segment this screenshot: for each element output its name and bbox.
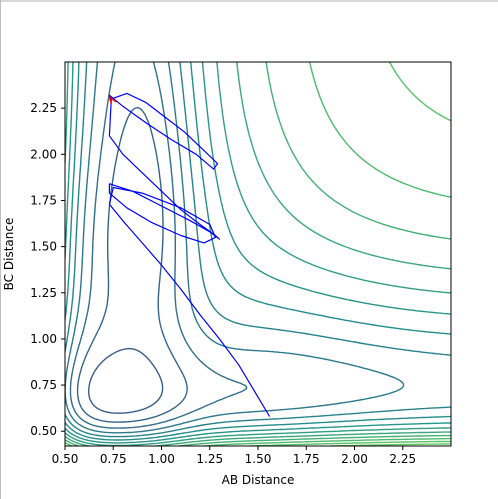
trajectory-end-arrow (108, 95, 117, 105)
y-tick-label: 2.25 (30, 101, 57, 115)
x-axis-label: AB Distance (222, 473, 295, 487)
contour-level (65, 62, 451, 446)
trajectory-line (108, 92, 271, 417)
y-axis-ticks: 0.50 0.75 1.00 1.25 1.50 1.75 2.00 2.25 (30, 101, 65, 438)
y-axis-label: BC Distance (2, 218, 16, 291)
y-tick-label: 0.50 (30, 424, 57, 438)
y-tick-label: 1.25 (30, 286, 57, 300)
trajectory (108, 92, 271, 417)
x-tick-label: 1.75 (293, 452, 320, 466)
contour-level (65, 62, 405, 434)
y-tick-label: 1.50 (30, 240, 57, 254)
contour-level (65, 62, 451, 438)
contour-lines (65, 62, 451, 446)
x-tick-label: 0.75 (100, 452, 127, 466)
contour-level (76, 106, 188, 423)
x-tick-label: 0.50 (52, 452, 79, 466)
window-left-edge (0, 0, 1, 499)
contour-level (65, 62, 451, 446)
contour-level (88, 347, 164, 414)
x-tick-label: 2.00 (341, 452, 368, 466)
contour-level (65, 62, 451, 446)
contour-level (65, 62, 451, 441)
y-tick-label: 2.00 (30, 147, 57, 161)
contour-level (65, 62, 451, 446)
contour-level (65, 62, 451, 444)
y-tick-label: 1.00 (30, 332, 57, 346)
x-tick-label: 1.50 (245, 452, 272, 466)
x-tick-label: 1.25 (196, 452, 223, 466)
contour-level (69, 62, 248, 429)
plot-area-border (64, 61, 452, 447)
x-tick-label: 2.25 (389, 452, 416, 466)
contour-level (65, 62, 451, 446)
x-tick-label: 1.00 (148, 452, 175, 466)
x-axis-ticks: 0.50 0.75 1.00 1.25 1.50 1.75 2.00 2.25 (52, 446, 416, 466)
y-tick-label: 0.75 (30, 378, 57, 392)
y-tick-label: 1.75 (30, 193, 57, 207)
window-top-edge (0, 0, 498, 2)
